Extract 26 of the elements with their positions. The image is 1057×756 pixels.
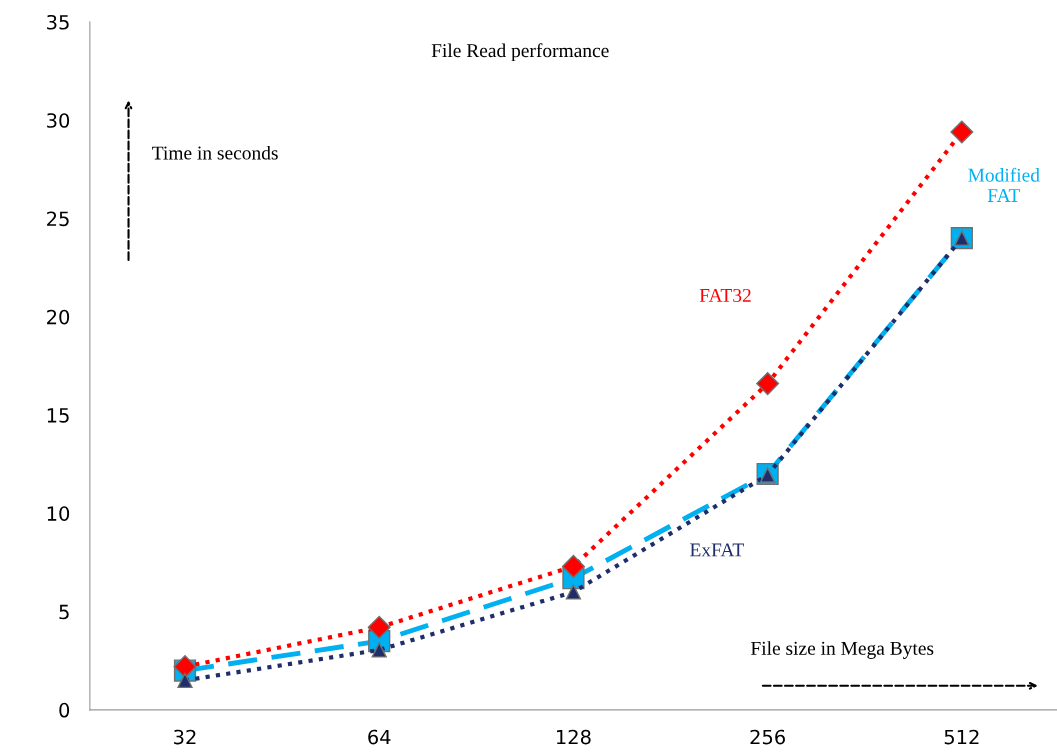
y-tick-label: 15 <box>47 408 69 423</box>
x-tick-label: 64 <box>368 729 391 745</box>
point <box>950 120 974 144</box>
point <box>756 372 780 396</box>
y-axis-title: Time in seconds <box>152 145 278 160</box>
y-tick-label: 20 <box>47 309 70 325</box>
y-tick-label: 25 <box>47 211 69 227</box>
x-tick-label: 256 <box>750 729 785 745</box>
series-label: ExFAT <box>690 543 744 557</box>
x-tick-label: 32 <box>174 729 196 745</box>
point <box>367 615 391 639</box>
point <box>177 672 193 689</box>
point <box>565 584 582 600</box>
text: File Read performance <box>431 43 609 62</box>
text: FAT32 <box>699 288 751 302</box>
y-tick-label: 35 <box>47 14 69 30</box>
y-tick-label: 5 <box>59 604 69 620</box>
x-tick-label: 512 <box>944 729 979 745</box>
point <box>371 642 387 658</box>
y-tick-label: 30 <box>47 113 70 128</box>
y-tick-label: 0 <box>59 702 70 718</box>
x-tick-label: 128 <box>557 729 591 745</box>
series-label: Modified FAT <box>968 167 1040 202</box>
y-tick-label: 10 <box>47 506 70 521</box>
point <box>561 554 585 578</box>
x-axis-title: File size in Mega Bytes <box>750 641 934 659</box>
